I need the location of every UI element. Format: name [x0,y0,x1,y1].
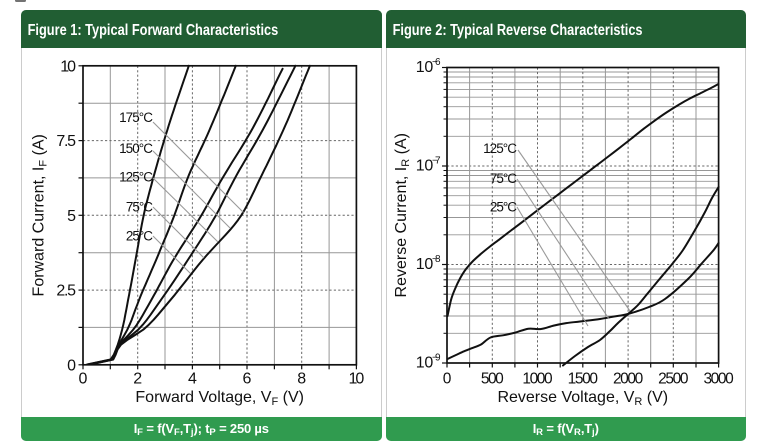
svg-text:7.5: 7.5 [56,133,76,150]
svg-text:2500: 2500 [658,371,689,388]
svg-text:−7: −7 [432,156,441,167]
svg-text:−8: −8 [432,254,441,265]
svg-text:25°C: 25°C [490,200,517,215]
svg-text:25°C: 25°C [126,229,153,244]
svg-text:5: 5 [67,208,76,225]
svg-text:10: 10 [416,256,434,273]
svg-text:−6: −6 [432,57,441,68]
svg-text:75°C: 75°C [490,171,517,186]
svg-text:0: 0 [443,371,452,388]
svg-text:1000: 1000 [522,371,553,388]
svg-text:6: 6 [243,371,252,388]
svg-text:2.5: 2.5 [56,283,76,300]
svg-text:2: 2 [133,371,142,388]
svg-text:500: 500 [481,371,504,388]
svg-text:10: 10 [60,58,76,75]
svg-text:−9: −9 [432,353,441,364]
svg-text:0: 0 [79,371,88,388]
svg-text:8: 8 [297,371,306,388]
svg-text:Forward Voltage, VF (V): Forward Voltage, VF (V) [135,389,304,408]
svg-text:4: 4 [188,371,197,388]
svg-text:10: 10 [416,355,434,372]
svg-text:75°C: 75°C [126,200,153,215]
svg-text:175°C: 175°C [119,110,153,125]
svg-text:Forward Current, IF (A): Forward Current, IF (A) [31,134,50,296]
svg-text:150°C: 150°C [119,141,153,156]
svg-text:125°C: 125°C [119,170,153,185]
svg-text:1500: 1500 [568,371,599,388]
svg-text:125°C: 125°C [483,141,517,156]
svg-text:Reverse Current, IR (A): Reverse Current, IR (A) [393,133,412,297]
svg-text:2000: 2000 [613,371,644,388]
svg-text:10: 10 [349,371,365,388]
svg-text:10: 10 [416,59,434,76]
svg-text:0: 0 [67,357,76,374]
svg-text:3000: 3000 [703,371,734,388]
svg-text:Reverse Voltage, VR (V): Reverse Voltage, VR (V) [497,389,668,408]
svg-text:10: 10 [416,158,434,175]
